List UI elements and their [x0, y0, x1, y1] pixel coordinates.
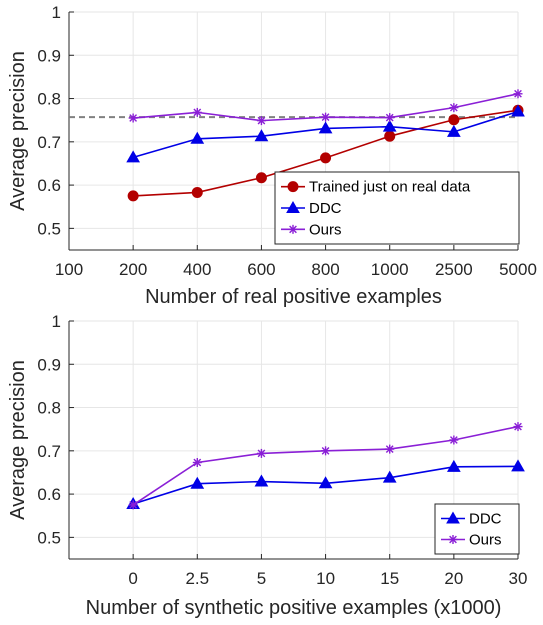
y-tick-label: 0.5: [37, 528, 61, 547]
data-point: [128, 113, 138, 123]
x-tick-label: 20: [444, 569, 463, 588]
data-point: [382, 119, 397, 132]
data-point: [255, 172, 267, 184]
y-tick-label: 0.6: [37, 176, 61, 195]
legend-box: [434, 503, 520, 555]
y-tick-label: 0.9: [37, 46, 61, 65]
data-point: [321, 112, 331, 122]
y-tick-label: 1: [52, 312, 61, 331]
legend: DDC Ours: [434, 503, 520, 555]
legend: Trained just on real data DDC Ours: [274, 171, 520, 245]
data-point: [446, 124, 461, 137]
x-tick-label: 600: [247, 260, 275, 279]
legend-label: DDC: [469, 511, 502, 528]
y-tick-label: 0.5: [37, 219, 61, 238]
x-tick-label: 2500: [435, 260, 473, 279]
y-tick-label: 0.8: [37, 90, 61, 109]
y-tick-label: 0.9: [37, 355, 61, 374]
series-ddc: [126, 459, 525, 510]
data-point: [128, 500, 138, 510]
data-point: [318, 121, 333, 134]
data-point: [256, 116, 266, 126]
x-tick-label: 800: [311, 260, 339, 279]
data-point: [191, 186, 203, 198]
legend-marker: [287, 181, 299, 193]
legend-label: DDC: [309, 200, 342, 217]
legend-label: Trained just on real data: [309, 179, 471, 196]
x-tick-label: 400: [183, 260, 211, 279]
data-point: [382, 470, 397, 483]
data-point: [254, 474, 269, 487]
chart-1: 0.5 0.6 0.7 0.8 0.9 1 100 200 400 600 800 1000 2500 5…: [7, 3, 537, 308]
y-tick-label: 0.8: [37, 399, 61, 418]
y-tick-label: 0.7: [37, 133, 61, 152]
data-point: [192, 458, 202, 468]
legend-label: Ours: [309, 221, 342, 238]
data-point: [384, 130, 396, 142]
x-tick-label: 200: [119, 260, 147, 279]
x-axis-label: Number of real positive examples: [145, 286, 442, 308]
data-point: [448, 114, 460, 126]
y-tick-label: 0.6: [37, 485, 61, 504]
data-point: [513, 89, 523, 99]
data-point: [511, 104, 525, 117]
legend-marker: [286, 200, 300, 213]
series-ddc: [126, 104, 525, 163]
series-trained-just-on-real-data: [127, 104, 524, 202]
legend-label: Ours: [469, 532, 502, 549]
data-point: [449, 435, 459, 445]
data-point: [385, 113, 395, 123]
legend-marker: [448, 535, 458, 544]
x-tick-label: 0: [128, 569, 137, 588]
data-point: [192, 107, 202, 117]
y-tick-label: 0.7: [37, 442, 61, 461]
data-point: [446, 459, 461, 472]
x-tick-label: 15: [380, 569, 399, 588]
data-point: [449, 103, 459, 113]
legend-box: [274, 171, 520, 245]
y-axis-label: Average precision: [7, 360, 29, 520]
series-ours: [128, 422, 523, 510]
data-point: [190, 476, 205, 489]
data-point: [126, 150, 141, 163]
data-point: [190, 131, 205, 144]
y-tick-label: 1: [52, 3, 61, 22]
x-tick-label: 2.5: [185, 569, 209, 588]
legend-marker: [288, 224, 298, 234]
series-ours: [128, 89, 523, 126]
data-point: [256, 448, 266, 458]
data-point: [511, 459, 525, 472]
x-tick-label: 30: [509, 569, 528, 588]
data-point: [385, 444, 395, 454]
data-point: [127, 190, 139, 202]
data-point: [320, 152, 332, 164]
x-tick-label: 10: [316, 569, 335, 588]
data-point: [321, 446, 331, 456]
y-axis-label: Average precision: [7, 51, 29, 211]
data-point: [318, 476, 333, 489]
legend-marker: [446, 511, 460, 524]
x-tick-label: 100: [55, 260, 83, 279]
x-tick-label: 5000: [499, 260, 537, 279]
data-point: [513, 422, 523, 432]
x-tick-label: 1000: [371, 260, 409, 279]
x-axis-label: Number of synthetic positive examples (x…: [86, 597, 502, 619]
x-tick-label: 5: [257, 569, 266, 588]
data-point: [254, 129, 269, 142]
